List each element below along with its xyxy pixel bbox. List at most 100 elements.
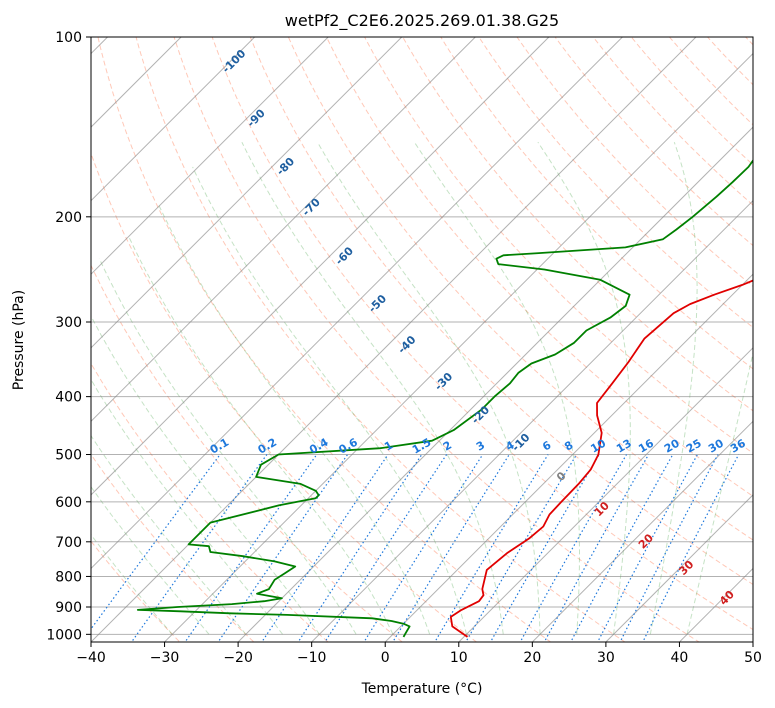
moist-adiabat-line bbox=[91, 485, 210, 635]
plot-frame bbox=[90, 36, 754, 643]
dry-adiabat-line bbox=[91, 362, 329, 642]
isotherm-line bbox=[91, 37, 329, 275]
mixing-ratio-line bbox=[543, 454, 650, 642]
dry-adiabat-line bbox=[325, 37, 753, 497]
mixing-ratio-label: 25 bbox=[684, 437, 704, 456]
isotherm-label: -70 bbox=[300, 195, 323, 218]
dewpoint-line bbox=[136, 159, 753, 638]
mixing-ratio-line bbox=[642, 454, 740, 642]
y-tick-label: 100 bbox=[55, 30, 82, 46]
mixing-ratio-label: 8 bbox=[562, 439, 575, 454]
isotherm-line bbox=[91, 37, 403, 349]
mixing-ratio-line bbox=[363, 454, 484, 642]
isotherm-line bbox=[237, 126, 753, 642]
mixing-ratio-label: 30 bbox=[706, 436, 726, 455]
dry-adiabat-line bbox=[91, 264, 404, 642]
x-tick-label: 10 bbox=[450, 650, 468, 666]
y-tick-label: 200 bbox=[55, 210, 82, 226]
x-tick-label: 30 bbox=[597, 650, 615, 666]
x-tick-label: −20 bbox=[223, 650, 253, 666]
moist-adiabat-line bbox=[686, 350, 753, 635]
isotherm-line bbox=[531, 420, 753, 642]
moist-adiabat-line bbox=[91, 314, 320, 635]
isotherm-line bbox=[605, 494, 753, 642]
isotherm-line bbox=[91, 37, 550, 496]
x-tick-label: −40 bbox=[76, 650, 106, 666]
y-tick-label: 900 bbox=[55, 600, 82, 616]
mixing-ratio-line bbox=[392, 454, 510, 642]
x-tick-label: −30 bbox=[150, 650, 180, 666]
mixing-ratio-label: 16 bbox=[636, 436, 656, 455]
dry-adiabat-line bbox=[135, 37, 626, 642]
mixing-ratio-line bbox=[570, 454, 674, 642]
isotherm-line bbox=[164, 52, 753, 642]
isotherm-label: -20 bbox=[469, 403, 492, 426]
dry-adiabat-line bbox=[97, 37, 552, 642]
dry-adiabat-line bbox=[592, 37, 753, 206]
dry-adiabat-line bbox=[91, 152, 478, 642]
mixing-ratio-line bbox=[130, 454, 268, 642]
chart-title: wetPf2_C2E6.2025.269.01.38.G25 bbox=[285, 11, 559, 31]
background-lines bbox=[91, 37, 753, 642]
dry-adiabat-line bbox=[91, 453, 255, 642]
isotherm-label: -50 bbox=[366, 292, 389, 315]
axis-ticks: −40 −30 −20 −10 0 10 20 30 40 50 1000 900 800 700 600 5… bbox=[46, 30, 762, 666]
moist-adiabat-line bbox=[537, 141, 631, 635]
isotherm-label: -80 bbox=[274, 155, 297, 178]
x-tick-label: 20 bbox=[523, 650, 541, 666]
dry-adiabat-line bbox=[364, 37, 753, 454]
isotherm-label: -60 bbox=[333, 244, 356, 267]
mixing-ratio-label: 36 bbox=[728, 436, 748, 455]
mixing-ratio-line bbox=[217, 454, 349, 642]
dry-adiabat-label: 30 bbox=[676, 558, 696, 578]
moist-adiabat-line bbox=[241, 141, 504, 635]
isotherm-line bbox=[91, 37, 697, 642]
x-tick-label: 40 bbox=[671, 650, 689, 666]
dry-adiabat-line bbox=[287, 37, 753, 541]
isotherm-line bbox=[311, 199, 753, 642]
x-tick-label: −10 bbox=[297, 650, 327, 666]
mixing-ratio-label: 6 bbox=[540, 438, 553, 453]
y-tick-label: 800 bbox=[55, 569, 82, 585]
isotherm-label: -40 bbox=[395, 333, 418, 356]
mixing-ratio-label: 0.2 bbox=[256, 436, 279, 457]
x-tick-label: 50 bbox=[744, 650, 762, 666]
moist-adiabat-line bbox=[127, 235, 394, 635]
dry-adiabat-line bbox=[402, 37, 753, 412]
temperature-line bbox=[449, 279, 753, 638]
dry-adiabat-line bbox=[668, 37, 753, 126]
mixing-ratio-line bbox=[184, 454, 318, 642]
dry-adiabat-line bbox=[744, 37, 753, 46]
mixing-ratio-line bbox=[465, 454, 578, 642]
moist-adiabat-line bbox=[157, 203, 431, 635]
mixing-ratio-label: 0.6 bbox=[337, 435, 361, 456]
mixing-ratio-line bbox=[434, 454, 549, 642]
dry-adiabat-line bbox=[173, 37, 700, 642]
moist-adiabat-line bbox=[91, 434, 247, 635]
isotherm-line bbox=[384, 273, 753, 642]
isotherm-line bbox=[91, 37, 256, 202]
x-axis-label: Temperature (°C) bbox=[361, 681, 483, 697]
dry-adiabat-line bbox=[706, 37, 753, 86]
y-tick-label: 300 bbox=[55, 315, 82, 331]
y-tick-label: 1000 bbox=[46, 627, 82, 643]
mixing-ratio-label: 13 bbox=[614, 437, 634, 456]
dry-adiabat-line bbox=[440, 37, 753, 370]
mixing-ratio-line bbox=[489, 454, 600, 642]
isotherm-line bbox=[458, 347, 753, 642]
dry-adiabat-line bbox=[554, 37, 753, 247]
mixing-ratio-label: 0.4 bbox=[307, 435, 331, 456]
mixing-ratio-line bbox=[597, 454, 699, 642]
y-tick-label: 700 bbox=[55, 535, 82, 551]
dry-adiabat-label: 20 bbox=[636, 531, 656, 551]
dry-adiabat-line bbox=[211, 37, 753, 631]
mixing-ratio-label: 20 bbox=[662, 436, 682, 455]
y-tick-label: 600 bbox=[55, 495, 82, 511]
mixing-ratio-line bbox=[619, 454, 719, 642]
moist-adiabat-line bbox=[649, 142, 698, 635]
isotherm-line bbox=[679, 567, 753, 642]
isotherm-label: -30 bbox=[432, 370, 455, 393]
mixing-ratio-line bbox=[261, 454, 389, 642]
moist-adiabat-line bbox=[317, 141, 541, 635]
